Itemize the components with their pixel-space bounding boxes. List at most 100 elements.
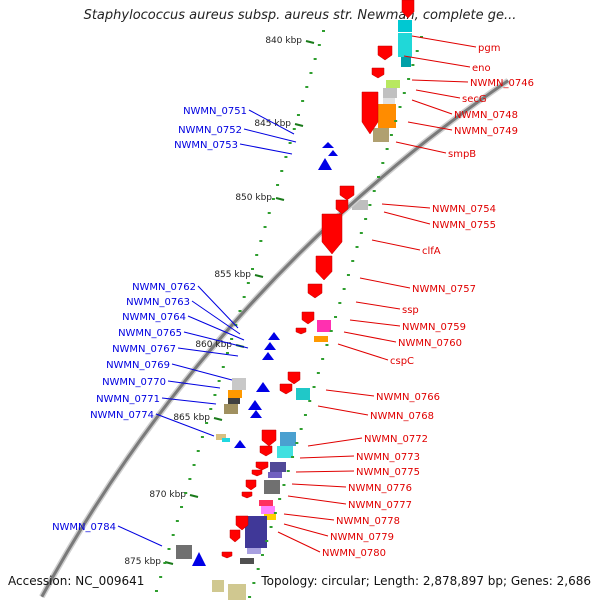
plus-gene-arrow [377, 45, 393, 61]
ruler-tick-minor [248, 596, 252, 598]
plus-gene-label: NWMN_0757 [412, 284, 476, 295]
minus-gene-arrow [248, 400, 262, 410]
ruler-tick-minor [372, 190, 376, 192]
ruler-tick-minor [312, 386, 316, 388]
ruler-tick-minor [308, 400, 312, 402]
plus-label-leader [299, 455, 355, 459]
plus-gene-label: eno [472, 63, 491, 74]
minus-gene-arrow [250, 410, 262, 418]
ruler-tick-minor [192, 464, 196, 466]
feature-box [277, 446, 293, 458]
minus-label-leader [177, 347, 239, 357]
ruler-tick-minor [368, 204, 372, 206]
ruler-tick-minor [321, 358, 325, 360]
ruler-tick-minor [230, 338, 234, 340]
ruler-label: 850 kbp [235, 193, 272, 203]
ruler-tick-minor [196, 450, 200, 452]
minus-gene-arrow [262, 352, 274, 360]
ruler-tick-major [213, 417, 223, 421]
ruler-tick-minor [325, 344, 329, 346]
plus-gene-arrow [279, 383, 293, 395]
minus-label-leader [243, 128, 297, 143]
ruler-tick-minor [200, 436, 204, 438]
ruler-tick-minor [238, 310, 242, 312]
minus-gene-label: NWMN_0769 [106, 360, 170, 371]
ruler-tick-minor [276, 184, 280, 186]
ruler-tick-minor [322, 30, 325, 32]
plus-gene-label: NWMN_0768 [370, 411, 434, 422]
plus-label-leader [381, 203, 431, 209]
ruler-tick-major [254, 274, 264, 278]
ruler-tick-minor [171, 534, 175, 536]
plus-label-leader [383, 211, 431, 225]
plus-gene-arrow [307, 283, 323, 299]
minus-label-leader [161, 397, 217, 405]
plus-label-leader [291, 483, 347, 488]
accession-text: Accession: NC_009641 [8, 574, 145, 588]
ruler-tick-minor [263, 226, 267, 228]
feature-box [386, 80, 400, 88]
ruler-tick-minor [154, 590, 158, 592]
plus-label-leader [343, 331, 397, 343]
feature-box [228, 390, 242, 398]
minus-gene-arrow [318, 158, 332, 170]
plus-gene-arrow [235, 515, 249, 531]
ruler-tick-minor [265, 540, 269, 542]
ruler-tick-major [189, 494, 199, 498]
backbone [39, 78, 510, 599]
plus-label-leader [411, 35, 477, 48]
ruler-label: 870 kbp [149, 490, 186, 500]
ruler-tick-minor [334, 316, 338, 318]
ruler-tick-minor [260, 554, 264, 556]
feature-box [245, 516, 267, 548]
ruler-tick-minor [301, 100, 305, 102]
minus-label-leader [239, 143, 293, 155]
ruler-tick-minor [280, 170, 284, 172]
ruler-tick-minor [291, 456, 295, 458]
feature-box [240, 558, 254, 564]
ruler-tick-minor [217, 380, 221, 382]
feature-box [296, 388, 310, 400]
minus-gene-label: NWMN_0752 [178, 125, 242, 136]
ruler-tick-minor [407, 78, 411, 80]
plus-label-leader [337, 343, 389, 361]
ruler-tick-minor [163, 562, 167, 564]
plus-label-leader [359, 277, 411, 289]
plus-gene-arrow [335, 199, 349, 215]
feature-box [373, 128, 389, 142]
plus-label-leader [283, 513, 335, 521]
feature-box [224, 404, 238, 414]
feature-box [383, 88, 397, 98]
ruler-tick-minor [159, 576, 163, 578]
topology-text: Topology: circular; Length: 2,878,897 bp… [261, 574, 591, 588]
ruler-tick-minor [256, 568, 260, 570]
plus-gene-label: pgm [478, 43, 500, 54]
ruler-tick-minor [313, 58, 317, 60]
plus-gene-arrow [301, 311, 315, 325]
feature-box [176, 545, 192, 559]
minus-gene-label: NWMN_0753 [174, 140, 238, 151]
ruler-tick-minor [303, 414, 307, 416]
ruler-tick-minor [415, 50, 419, 52]
ruler-tick-minor [269, 526, 273, 528]
ruler-tick-minor [259, 240, 263, 242]
plus-gene-arrow [371, 67, 385, 79]
ruler-tick-minor [389, 134, 393, 136]
ruler-tick-minor [329, 330, 333, 332]
ruler-tick-minor [282, 484, 286, 486]
ruler-tick-minor [351, 260, 355, 262]
plus-gene-label: ssp [402, 305, 419, 316]
label-leaders [117, 35, 477, 553]
plus-gene-label: secG [462, 94, 487, 105]
minus-gene-arrow [256, 382, 270, 392]
feature-box [398, 33, 412, 57]
ruler-tick-minor [209, 408, 213, 410]
minus-label-leader [167, 380, 221, 389]
ruler-tick-minor [184, 492, 188, 494]
feature-box [317, 320, 331, 332]
ruler-tick-minor [286, 470, 290, 472]
plus-gene-label: NWMN_0749 [454, 126, 518, 137]
minus-gene-label: NWMN_0763 [126, 297, 190, 308]
minus-gene-label: NWMN_0771 [96, 394, 160, 405]
feature-box [228, 398, 240, 404]
